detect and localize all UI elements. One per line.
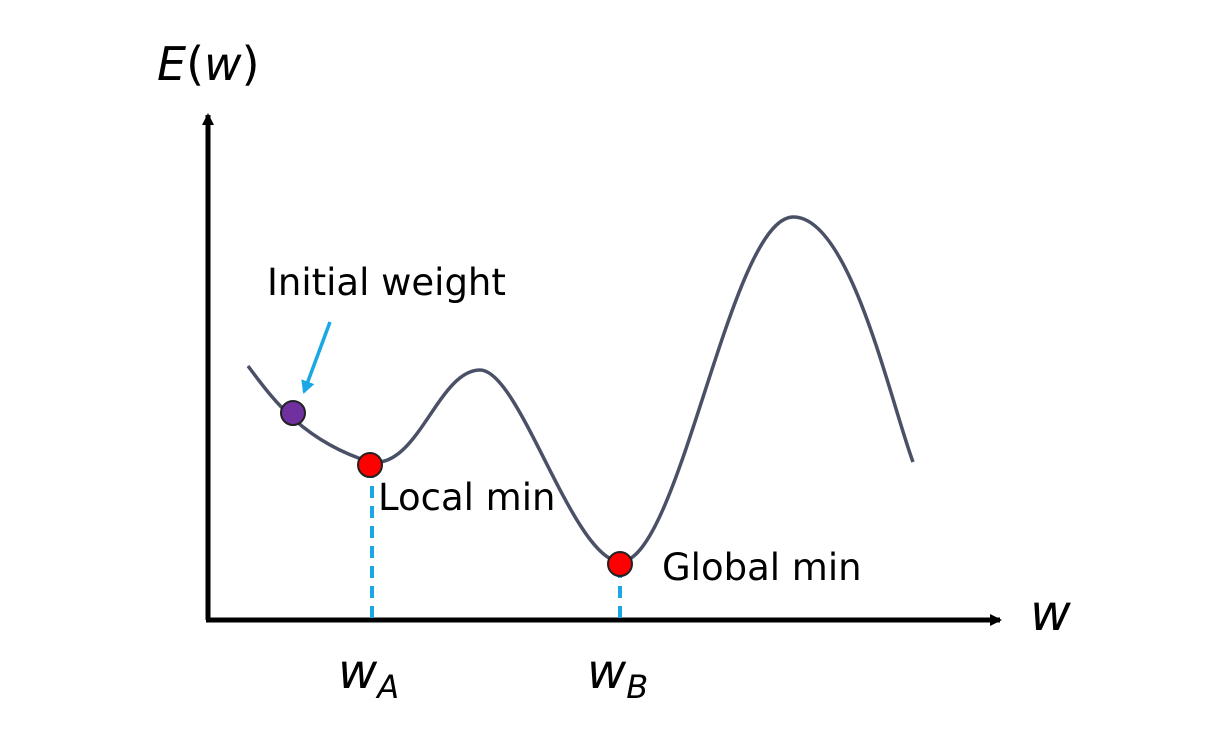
tick-label-w-a: wA	[338, 644, 399, 706]
global-min-label: Global min	[662, 546, 862, 589]
initial-weight-label: Initial weight	[267, 261, 506, 304]
local-min-point	[357, 452, 383, 478]
tick-label-w-b: wB	[587, 644, 648, 706]
y-axis-label: E(w)	[157, 37, 260, 91]
x-axis-label: w	[1030, 584, 1071, 642]
initial-weight-arrow	[301, 321, 332, 394]
initial-weight-point	[280, 400, 306, 426]
global-min-point	[607, 551, 633, 577]
local-min-label: Local min	[378, 476, 555, 519]
